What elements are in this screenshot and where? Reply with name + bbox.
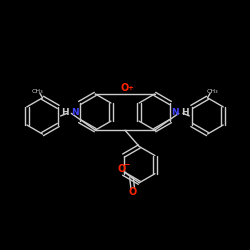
Text: O: O — [129, 186, 137, 196]
Text: −: − — [124, 160, 130, 169]
Text: CH₃: CH₃ — [206, 89, 218, 94]
Text: +: + — [128, 86, 134, 91]
Text: N: N — [71, 108, 79, 117]
Text: H: H — [181, 108, 188, 117]
Text: O: O — [121, 83, 129, 93]
Text: O: O — [118, 164, 126, 174]
Text: CH₃: CH₃ — [32, 89, 44, 94]
Text: N: N — [171, 108, 179, 117]
Text: H: H — [62, 108, 69, 117]
